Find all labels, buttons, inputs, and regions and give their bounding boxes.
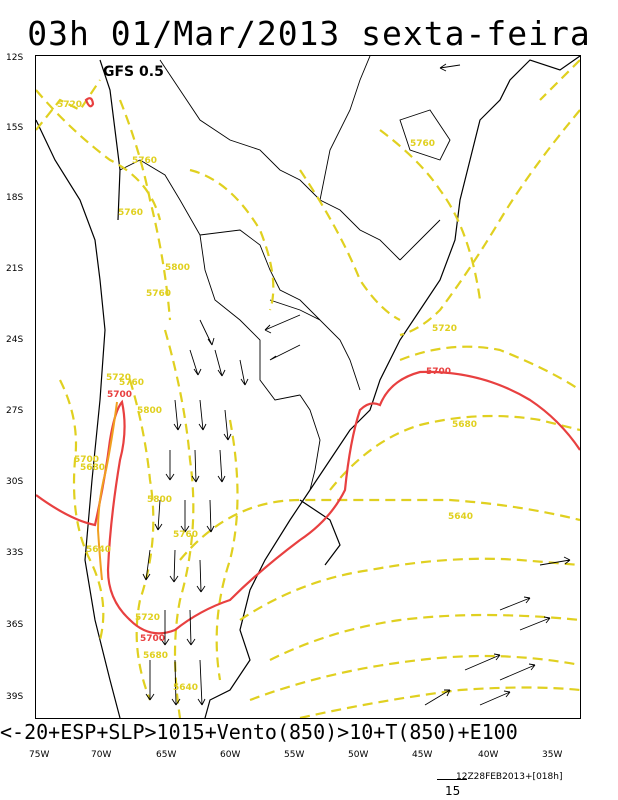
contour-label: 5680 (143, 651, 168, 661)
coastline (36, 56, 580, 718)
lat-label: 12S (6, 53, 24, 63)
lon-label: 55W (284, 750, 305, 760)
lon-label: 40W (478, 750, 499, 760)
lat-label: 18S (6, 193, 24, 203)
contour-label: 5800 (137, 406, 162, 416)
map-title: 03h 01/Mar/2013 sexta-feira (27, 14, 591, 53)
contour-label: 5760 (118, 208, 143, 218)
contour-label: 5680 (452, 420, 477, 430)
contour-label: 5760 (410, 139, 435, 149)
lat-label: 21S (6, 264, 24, 274)
contour-label-5700: 5700 (107, 390, 132, 400)
lon-label: 75W (29, 750, 50, 760)
contour-label: 5640 (173, 683, 198, 693)
contour-label: 5680 (80, 463, 105, 473)
contour-label: 5700 (74, 455, 99, 465)
lat-label: 36S (6, 620, 24, 630)
contour-label: 5760 (146, 289, 171, 299)
contour-label: 5720 (135, 613, 160, 623)
lat-label: 30S (6, 477, 24, 487)
model-label: GFS 0.5 (103, 64, 164, 80)
lat-label: 39S (6, 692, 24, 702)
line-5700 (36, 97, 580, 635)
wind-arrows (142, 63, 571, 706)
lon-label: 50W (348, 750, 369, 760)
geopotential-contours (36, 59, 580, 718)
country-borders (119, 56, 451, 491)
field-description: <-20+ESP+SLP>1015+Vento(850)>10+T(850)+E… (0, 720, 518, 744)
map-frame (35, 55, 581, 719)
contour-label: 5760 (132, 156, 157, 166)
lat-label: 24S (6, 335, 24, 345)
run-info: 12Z28FEB2013+[018h] (456, 772, 563, 782)
wind-scale-arrow (437, 779, 467, 780)
lon-label: 65W (156, 750, 177, 760)
lon-label: 70W (91, 750, 112, 760)
contour-label: 5800 (147, 495, 172, 505)
contour-label: 5760 (173, 530, 198, 540)
contour-label: 5640 (448, 512, 473, 522)
contour-label: 5760 (119, 378, 144, 388)
lon-label: 35W (542, 750, 563, 760)
contour-label: 5640 (86, 545, 111, 555)
contour-label: 5720 (432, 324, 457, 334)
lat-label: 33S (6, 548, 24, 558)
line-5700-orange (96, 401, 118, 581)
lon-label: 45W (412, 750, 433, 760)
lat-label: 15S (6, 123, 24, 133)
contour-label-5700: 5700 (140, 634, 165, 644)
lon-label: 60W (220, 750, 241, 760)
contour-label: 5800 (165, 263, 190, 273)
contour-label: 5720 (106, 373, 131, 383)
contour-label-5700: 5700 (426, 367, 451, 377)
wind-scale-value: 15 (445, 784, 461, 798)
contour-label: 5720 (57, 100, 82, 110)
lat-label: 27S (6, 406, 24, 416)
